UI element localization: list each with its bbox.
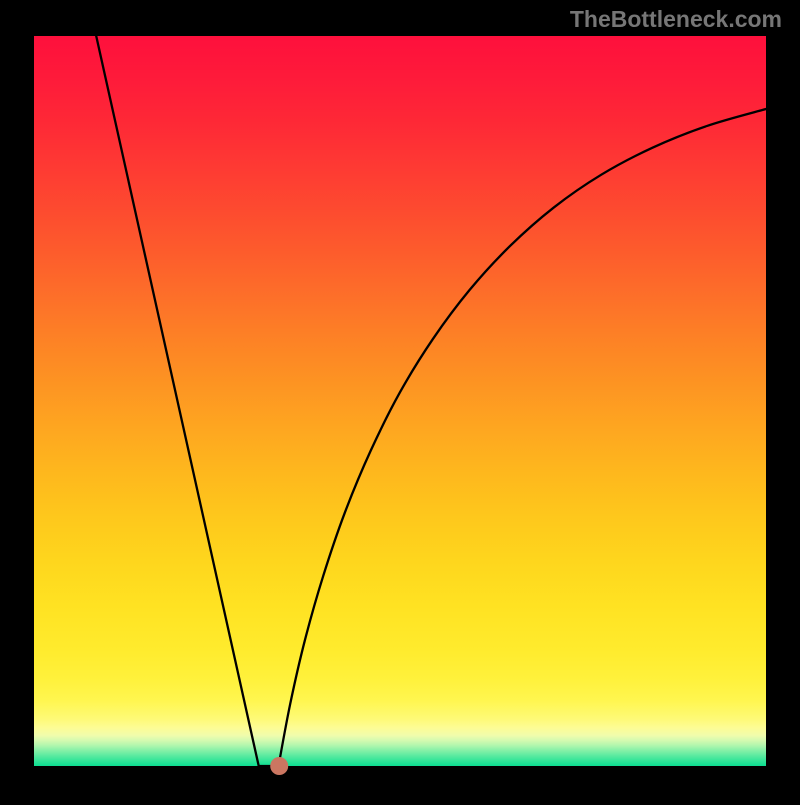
watermark-text: TheBottleneck.com <box>570 6 782 33</box>
chart-frame: TheBottleneck.com <box>0 0 800 800</box>
optimum-marker <box>270 757 288 775</box>
bottleneck-chart <box>0 0 800 800</box>
